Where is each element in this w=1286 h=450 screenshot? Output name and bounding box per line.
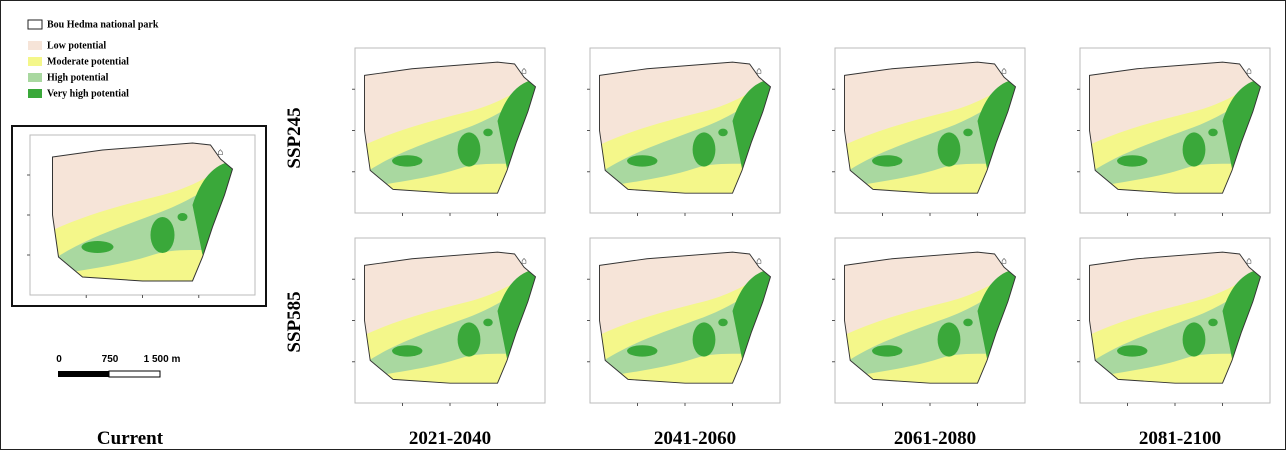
scale-bar xyxy=(108,370,161,378)
scale-bar xyxy=(58,371,109,377)
row-label: SSP245 xyxy=(284,107,305,168)
legend-swatch xyxy=(28,73,42,82)
row-label: SSP585 xyxy=(284,291,305,352)
legend-label: High potential xyxy=(47,72,109,83)
legend-swatch xyxy=(28,89,42,98)
column-label: 2041-2060 xyxy=(654,428,736,449)
boundary-swatch xyxy=(27,19,43,30)
column-label: 2081-2100 xyxy=(1139,428,1221,449)
legend-swatch xyxy=(28,41,42,50)
column-label: Current xyxy=(97,428,164,449)
scale-label: 1 500 m xyxy=(144,354,181,365)
scale-label: 750 xyxy=(102,354,119,365)
legend-label: Low potential xyxy=(47,40,106,51)
column-label: 2021-2040 xyxy=(409,428,491,449)
current-frame xyxy=(11,125,267,307)
legend-swatch xyxy=(28,57,42,66)
legend-label: Very high potential xyxy=(47,88,129,99)
legend-label: Moderate potential xyxy=(47,56,129,67)
scale-label: 0 xyxy=(56,354,62,365)
column-label: 2061-2080 xyxy=(894,428,976,449)
boundary-label: Bou Hedma national park xyxy=(47,19,159,30)
